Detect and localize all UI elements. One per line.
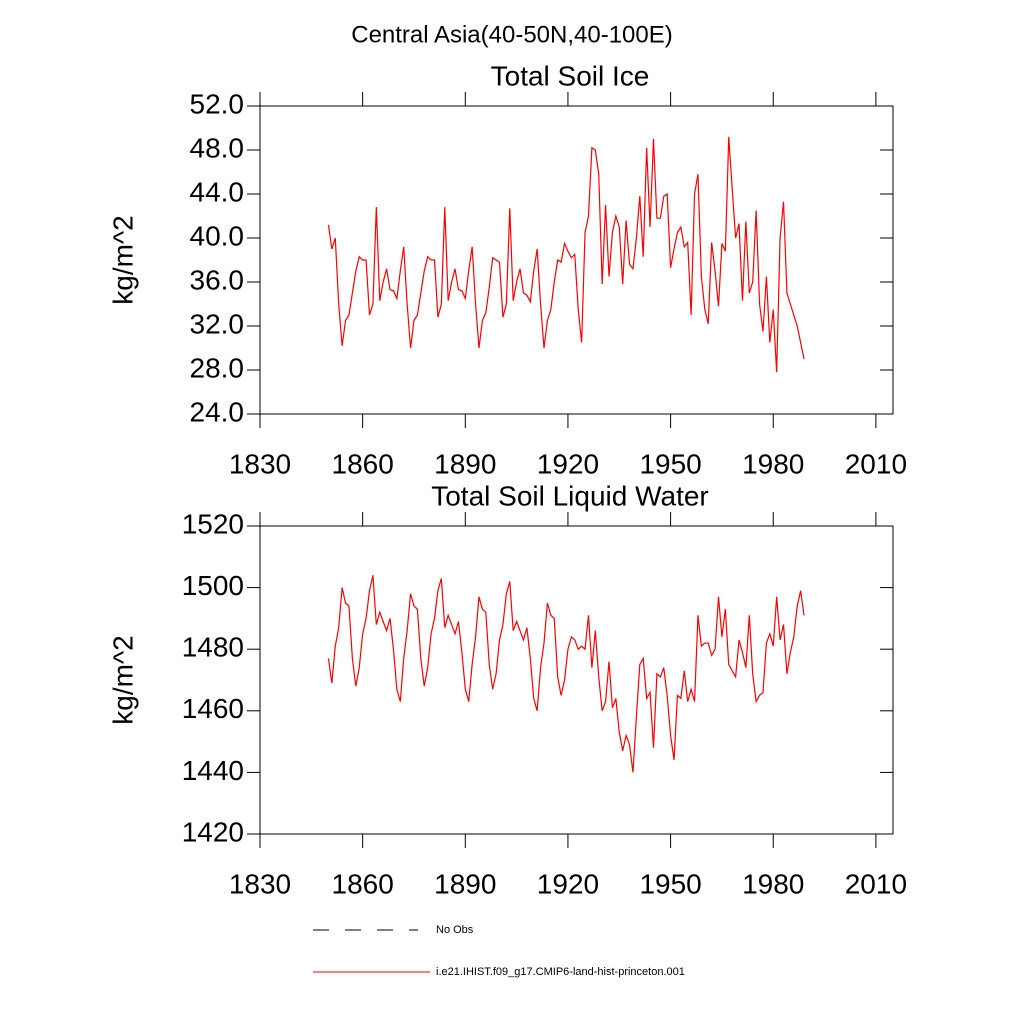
panel-title: Total Soil Liquid Water bbox=[431, 480, 709, 511]
x-tick-label: 2010 bbox=[845, 448, 907, 479]
y-axis-label: kg/m^2 bbox=[107, 215, 138, 304]
plot-frame bbox=[259, 525, 894, 835]
plot-frame bbox=[259, 105, 894, 415]
x-tick-label: 1860 bbox=[332, 868, 394, 899]
y-tick-label: 48.0 bbox=[190, 132, 245, 163]
y-axis-label: kg/m^2 bbox=[107, 635, 138, 724]
y-tick-label: 52.0 bbox=[190, 88, 245, 119]
legend-label: i.e21.IHIST.f09_g17.CMIP6-land-hist-prin… bbox=[436, 966, 685, 978]
x-tick-label: 1890 bbox=[434, 448, 496, 479]
y-tick-label: 1480 bbox=[182, 632, 244, 663]
y-tick-label: 40.0 bbox=[190, 220, 245, 251]
y-tick-label: 32.0 bbox=[190, 308, 245, 339]
y-tick-label: 44.0 bbox=[190, 176, 245, 207]
x-tick-label: 1950 bbox=[639, 868, 701, 899]
x-tick-label: 1890 bbox=[434, 868, 496, 899]
y-tick-label: 24.0 bbox=[190, 396, 245, 427]
y-tick-label: 36.0 bbox=[190, 264, 245, 295]
y-tick-label: 1460 bbox=[182, 693, 244, 724]
figure-title: Central Asia(40-50N,40-100E) bbox=[351, 21, 673, 48]
y-tick-label: 1420 bbox=[182, 816, 244, 847]
x-tick-label: 1950 bbox=[639, 448, 701, 479]
x-tick-label: 1980 bbox=[742, 868, 804, 899]
x-tick-label: 1920 bbox=[537, 868, 599, 899]
y-tick-label: 28.0 bbox=[190, 352, 245, 383]
data-line bbox=[327, 575, 805, 773]
x-tick-label: 1830 bbox=[229, 868, 291, 899]
y-tick-label: 1440 bbox=[182, 755, 244, 786]
x-tick-label: 1980 bbox=[742, 448, 804, 479]
legend-label: No Obs bbox=[436, 924, 474, 936]
data-line bbox=[327, 136, 805, 373]
x-tick-label: 1860 bbox=[332, 448, 394, 479]
x-tick-label: 1920 bbox=[537, 448, 599, 479]
x-tick-label: 1830 bbox=[229, 448, 291, 479]
panel-title: Total Soil Ice bbox=[491, 60, 650, 91]
x-tick-label: 2010 bbox=[845, 868, 907, 899]
y-tick-label: 1500 bbox=[182, 570, 244, 601]
y-tick-label: 1520 bbox=[182, 508, 244, 539]
